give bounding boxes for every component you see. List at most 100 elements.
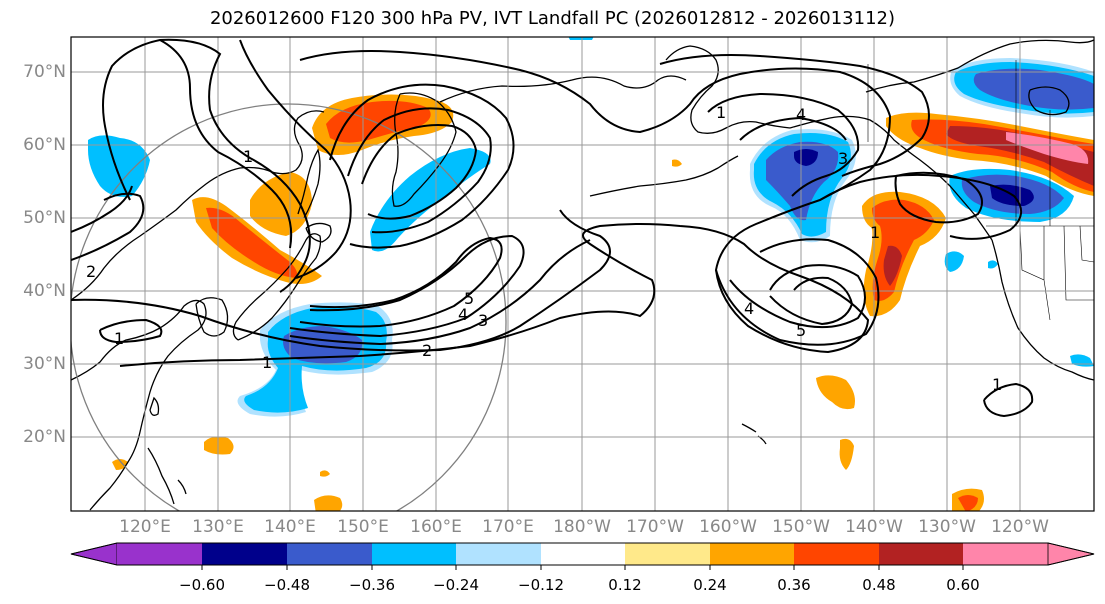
contour-west-1 [99, 318, 163, 344]
coast-arctic-canada [865, 39, 1094, 93]
colorbar-bin-darkblue [287, 543, 372, 565]
colorbar-tick-label: 0.36 [777, 576, 811, 594]
shade-orange-okhotsk [250, 172, 312, 236]
lat-label-70n: 70°N [23, 62, 66, 82]
coast-asia-east [71, 110, 325, 301]
colorbar-tick-label: −0.36 [349, 576, 395, 594]
contour-label-4a: 4 [458, 305, 468, 324]
contour-bc-loop [894, 171, 983, 224]
shade-blue-wc2 [988, 260, 998, 269]
colorbar-bin-pink [963, 543, 1048, 565]
contour-label-2b: 2 [86, 262, 96, 281]
colorbar-outline [70, 542, 1095, 566]
contour-label-5a: 5 [464, 289, 474, 308]
contour-1-main [119, 173, 1022, 367]
colorbar-bin-purple [117, 543, 202, 565]
shade-orange-s3 [314, 495, 343, 511]
colorbar-ticks [201, 565, 964, 570]
contour-nepac-4 [729, 264, 866, 329]
lon-label-130w: 130°W [918, 517, 976, 537]
coast-hokkaido [305, 222, 332, 243]
map-title: 2026012600 F120 300 hPa PV, IVT Landfall… [209, 8, 896, 29]
contour-northwest-2 [159, 39, 293, 249]
shade-orange-s1 [204, 436, 234, 455]
colorbar-bin-red [794, 543, 879, 565]
lon-label-180w: 180°W [553, 517, 611, 537]
contour-nepac-3 [715, 238, 880, 346]
shade-blue-nw [88, 135, 150, 197]
colorbar-tick-label: 0.48 [862, 576, 896, 594]
contour-4 [289, 234, 525, 338]
contour-label-1f: 1 [716, 103, 726, 122]
map-frame [70, 36, 1095, 512]
shade-darkblue-goa [766, 141, 839, 221]
coast-alaska-west [665, 45, 791, 134]
colorbar [70, 542, 1095, 570]
colorbar-extend-min [70, 542, 118, 566]
shade-darkred-canada [946, 126, 1094, 186]
colorbar-tick-label: −0.12 [518, 576, 564, 594]
coast-siberia [439, 75, 687, 103]
contour-label-4b: 4 [796, 105, 806, 124]
lon-label-170e: 170°E [482, 517, 534, 537]
contour-kam-2 [329, 83, 515, 249]
lon-label-120w: 120°W [991, 517, 1049, 537]
contour-label-1c: 1 [992, 375, 1002, 394]
colorbar-bin-orange [710, 543, 794, 565]
gridlines [71, 37, 1094, 511]
lon-label-160e: 160°E [410, 517, 462, 537]
colorbar-bin-blue [372, 543, 456, 565]
lon-label-150w: 150°W [772, 517, 830, 537]
coast-uswest [991, 239, 1094, 381]
lon-label-150e: 150°E [337, 517, 389, 537]
lon-label-140e: 140°E [264, 517, 316, 537]
shade-orange-s2 [112, 459, 128, 470]
borders [867, 60, 1094, 321]
contour-label-5b: 5 [796, 321, 806, 340]
lon-label-130e: 130°E [192, 517, 244, 537]
colorbar-tick-label: 0.60 [946, 576, 980, 594]
coast-sakhalin [297, 148, 321, 219]
shade-orange-hawaii [816, 375, 855, 410]
contour-goa-3 [739, 116, 847, 141]
colorbar-extend-max [1047, 542, 1095, 566]
lat-label-60n: 60°N [23, 135, 66, 155]
colorbar-tick-label: −0.60 [179, 576, 225, 594]
shade-orange-s4 [320, 470, 330, 477]
colorbar-bin-darkred [879, 543, 963, 565]
lon-label-170w: 170°W [626, 517, 684, 537]
contour-2 [71, 209, 611, 352]
coast-aleutians [589, 155, 739, 197]
contour-alaska-north [659, 54, 930, 177]
shade-red-japansea [206, 207, 298, 278]
contour-kam-4 [361, 124, 478, 220]
coast-hudson [1028, 86, 1070, 116]
contour-goa-4 [707, 92, 860, 197]
coast-china [71, 299, 207, 511]
contour-label-3b: 3 [838, 149, 848, 168]
contour-west-3 [71, 185, 133, 233]
contour-3 [289, 239, 591, 346]
lon-label-120e: 120°E [119, 517, 171, 537]
colorbar-tick-label: −0.48 [264, 576, 310, 594]
contour-label-1b: 1 [870, 223, 880, 242]
shade-darkblue-japan [283, 326, 363, 364]
contour-northwest-1 [102, 38, 311, 293]
lon-label-160w: 160°W [699, 517, 757, 537]
border-states-1 [1019, 225, 1094, 321]
shade-blue-kuril [370, 148, 491, 252]
landfall-circle [71, 103, 507, 511]
shade-darkred-nepac [883, 245, 902, 286]
colorbar-bin-lightblue [456, 543, 541, 565]
colorbar-bin-navy [202, 543, 287, 565]
coast-taiwan [149, 396, 160, 416]
lon-label-140w: 140°W [845, 517, 903, 537]
shade-navy-goa [794, 149, 818, 166]
colorbar-bin-yellow [625, 543, 710, 565]
contour-label-1d: 1 [114, 329, 124, 348]
lat-label-30n: 30°N [23, 354, 66, 374]
contour-nepac-5 [769, 276, 854, 326]
shade-pink-canada [1006, 132, 1089, 164]
colorbar-bin-white [541, 543, 625, 565]
